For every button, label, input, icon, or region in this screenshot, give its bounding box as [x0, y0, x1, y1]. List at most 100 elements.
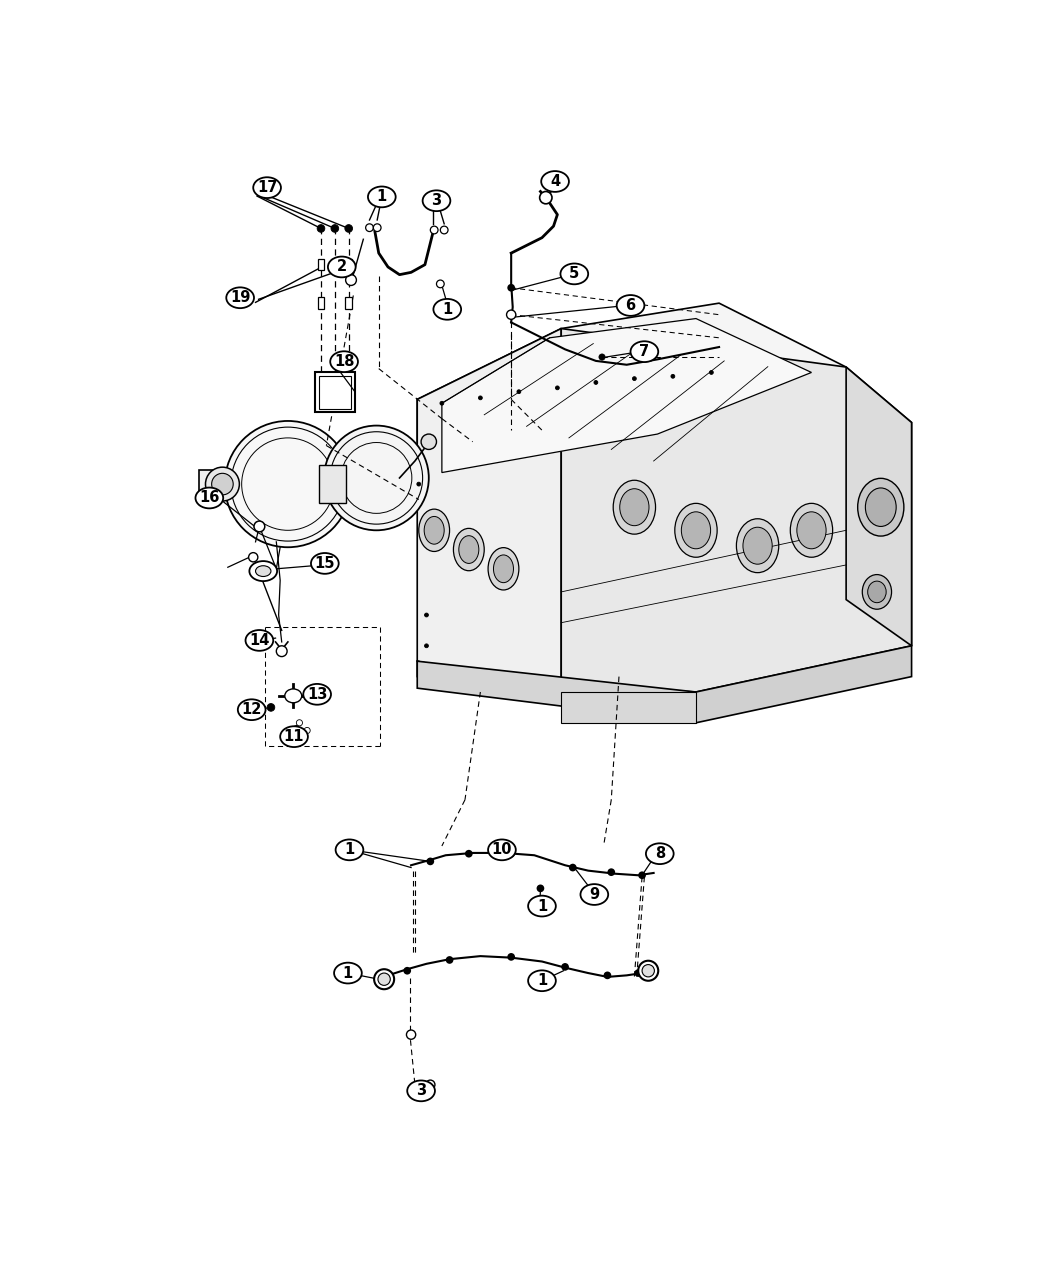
Text: 10: 10	[491, 843, 512, 857]
Circle shape	[365, 224, 374, 232]
Circle shape	[598, 354, 605, 360]
Circle shape	[403, 966, 412, 974]
Ellipse shape	[488, 548, 519, 590]
Circle shape	[671, 375, 675, 379]
Circle shape	[440, 226, 448, 233]
Circle shape	[517, 390, 521, 394]
Circle shape	[561, 963, 569, 970]
Bar	[332, 259, 338, 270]
Ellipse shape	[620, 488, 649, 525]
Polygon shape	[417, 303, 846, 484]
Ellipse shape	[246, 630, 273, 650]
Text: 11: 11	[284, 729, 304, 745]
Circle shape	[267, 704, 275, 711]
Circle shape	[225, 421, 351, 547]
Polygon shape	[319, 465, 345, 504]
Ellipse shape	[280, 727, 308, 747]
Circle shape	[638, 961, 658, 980]
Ellipse shape	[613, 481, 655, 534]
Text: 17: 17	[257, 180, 277, 195]
Bar	[317, 297, 324, 310]
Text: 1: 1	[344, 843, 355, 857]
Circle shape	[417, 482, 421, 486]
Text: 6: 6	[626, 298, 635, 312]
Text: 19: 19	[230, 291, 250, 305]
Polygon shape	[417, 662, 696, 723]
Circle shape	[421, 434, 437, 450]
Ellipse shape	[528, 895, 555, 917]
Circle shape	[304, 728, 310, 733]
Text: 12: 12	[242, 703, 261, 718]
Text: 2: 2	[337, 259, 346, 274]
Ellipse shape	[528, 970, 555, 991]
Polygon shape	[561, 329, 911, 692]
Bar	[315, 372, 355, 413]
Text: 3: 3	[432, 194, 442, 208]
Circle shape	[430, 226, 438, 233]
Ellipse shape	[454, 528, 484, 571]
Ellipse shape	[867, 581, 886, 603]
Circle shape	[569, 863, 576, 871]
Ellipse shape	[253, 177, 281, 198]
Ellipse shape	[250, 561, 277, 581]
Ellipse shape	[237, 699, 266, 720]
Ellipse shape	[862, 575, 891, 609]
Circle shape	[212, 473, 233, 495]
Ellipse shape	[459, 536, 479, 564]
Ellipse shape	[865, 488, 897, 527]
Circle shape	[324, 426, 428, 530]
Bar	[319, 376, 351, 409]
Circle shape	[440, 402, 444, 405]
Text: 1: 1	[537, 973, 547, 988]
Circle shape	[479, 397, 482, 400]
Ellipse shape	[488, 839, 516, 861]
Ellipse shape	[285, 688, 301, 703]
Ellipse shape	[407, 1080, 435, 1102]
Ellipse shape	[616, 295, 645, 316]
Circle shape	[634, 969, 643, 977]
Circle shape	[374, 224, 381, 232]
Polygon shape	[417, 662, 696, 692]
Circle shape	[406, 1030, 416, 1039]
Text: 5: 5	[569, 266, 580, 282]
Circle shape	[607, 868, 615, 876]
Text: 18: 18	[334, 354, 354, 370]
Circle shape	[254, 521, 265, 532]
Text: 7: 7	[639, 344, 650, 360]
Circle shape	[594, 380, 597, 384]
Ellipse shape	[422, 190, 450, 212]
Circle shape	[344, 224, 353, 232]
Circle shape	[465, 850, 472, 858]
Ellipse shape	[675, 504, 717, 557]
Circle shape	[638, 871, 646, 878]
Circle shape	[555, 386, 560, 390]
Ellipse shape	[311, 553, 339, 574]
Polygon shape	[442, 319, 812, 473]
Ellipse shape	[424, 516, 444, 544]
Circle shape	[424, 613, 428, 617]
Circle shape	[537, 885, 544, 892]
Ellipse shape	[334, 963, 362, 983]
Circle shape	[345, 274, 356, 286]
Circle shape	[249, 552, 258, 562]
Circle shape	[540, 191, 552, 204]
Ellipse shape	[195, 487, 224, 509]
Ellipse shape	[646, 843, 674, 864]
Ellipse shape	[494, 555, 513, 583]
Ellipse shape	[581, 884, 608, 905]
Ellipse shape	[330, 352, 358, 372]
Circle shape	[445, 956, 454, 964]
Bar	[317, 259, 324, 270]
Polygon shape	[696, 646, 911, 723]
Text: 1: 1	[342, 965, 353, 980]
Ellipse shape	[630, 342, 658, 362]
Circle shape	[437, 280, 444, 288]
Ellipse shape	[743, 528, 772, 564]
Text: 3: 3	[416, 1084, 426, 1098]
Text: 14: 14	[249, 632, 270, 648]
Circle shape	[710, 371, 713, 375]
Text: 1: 1	[377, 190, 387, 204]
Circle shape	[632, 376, 636, 380]
Bar	[345, 259, 352, 270]
Circle shape	[331, 224, 339, 232]
